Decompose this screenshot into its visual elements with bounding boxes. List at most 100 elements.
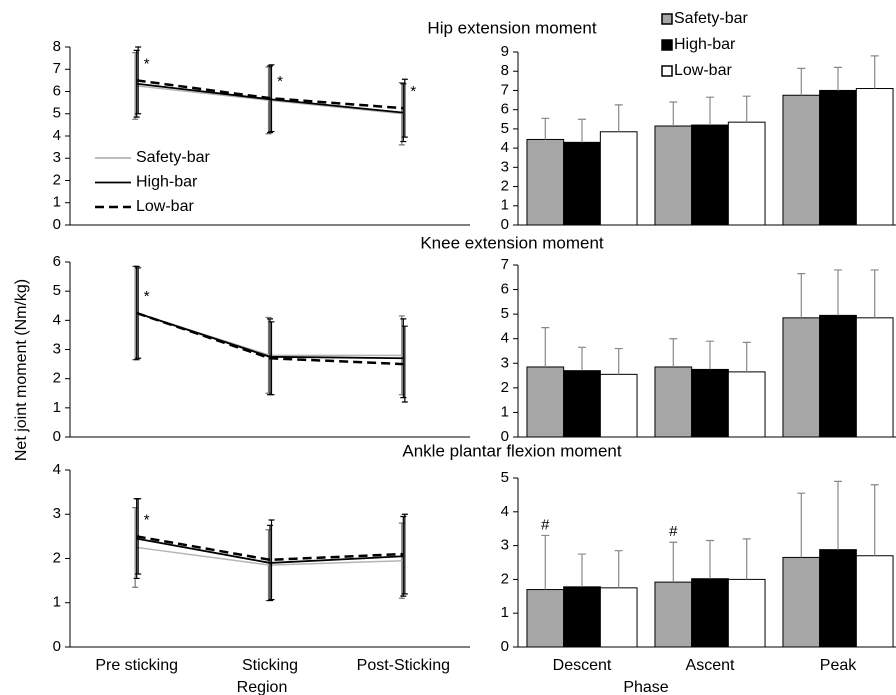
y-tick-label: 1 (53, 194, 61, 211)
y-tick-label: 8 (53, 38, 61, 55)
y-tick-label: 0 (53, 216, 61, 233)
legend-label: Safety-bar (136, 149, 210, 166)
error-bar (870, 484, 879, 556)
error-bar (401, 513, 408, 595)
y-tick-label: 3 (53, 505, 61, 522)
bar (563, 370, 601, 438)
y-tick-label: 4 (501, 503, 509, 520)
y-tick-label: 5 (501, 469, 509, 486)
y-axis-label: Net joint moment (Nm/kg) (13, 279, 30, 461)
error-bar (797, 273, 806, 318)
error-bar (268, 519, 275, 601)
x-tick-label: Peak (820, 657, 857, 674)
y-tick-label: 6 (501, 281, 509, 298)
bar (526, 138, 565, 226)
y-tick-label: 1 (501, 403, 509, 420)
x-tick-label: Post-Sticking (357, 657, 450, 674)
y-tick-label: 7 (501, 81, 509, 98)
error-bar (669, 338, 678, 367)
bar (855, 317, 894, 438)
annotation: * (144, 288, 150, 305)
error-bar (578, 346, 586, 371)
bar (599, 131, 638, 226)
legend-swatch (661, 65, 673, 77)
legend-label: Low-bar (674, 62, 732, 79)
series-line (136, 537, 404, 564)
y-tick-label: 1 (53, 594, 61, 611)
bar (819, 89, 857, 226)
y-tick-label: 6 (53, 82, 61, 99)
error-bar (541, 327, 550, 367)
error-bar (742, 341, 751, 372)
error-bar (797, 67, 806, 96)
y-tick-label: 1 (53, 399, 61, 416)
error-bar (706, 539, 714, 579)
x-axis-label: Phase (623, 679, 668, 695)
error-bar (742, 95, 751, 123)
error-bar (706, 340, 714, 370)
legend-swatch (661, 39, 673, 51)
error-bar (669, 541, 678, 583)
y-tick-label: 0 (53, 428, 61, 445)
bar (782, 94, 821, 226)
y-tick-label: 9 (501, 43, 509, 60)
y-tick-label: 4 (501, 139, 509, 156)
y-tick-label: 0 (501, 638, 509, 655)
y-tick-label: 3 (501, 354, 509, 371)
y-tick-label: 3 (501, 537, 509, 554)
chart-title: Hip extension moment (427, 18, 596, 37)
error-bar (541, 117, 550, 140)
y-tick-label: 0 (501, 216, 509, 233)
y-tick-label: 5 (53, 105, 61, 122)
y-tick-label: 2 (53, 171, 61, 188)
y-tick-label: 8 (501, 62, 509, 79)
y-tick-label: 5 (53, 282, 61, 299)
error-bar (614, 347, 623, 375)
series-line (136, 535, 404, 562)
error-bar (614, 104, 623, 132)
bar (855, 555, 894, 648)
error-bar (834, 269, 842, 316)
y-tick-label: 2 (501, 379, 509, 396)
bar (526, 366, 565, 438)
x-tick-label: Ascent (686, 657, 735, 674)
y-tick-label: 5 (501, 305, 509, 322)
annotation: * (144, 511, 150, 528)
legend-swatch (661, 13, 673, 25)
y-tick-label: 4 (501, 330, 509, 347)
bar (654, 125, 693, 226)
error-bar (797, 492, 806, 558)
annotation: # (669, 523, 678, 540)
series-line (136, 79, 404, 110)
y-tick-label: 3 (53, 340, 61, 357)
legend-label: Safety-bar (674, 10, 748, 27)
series-line (136, 311, 404, 366)
y-tick-label: 2 (53, 370, 61, 387)
y-tick-label: 2 (501, 178, 509, 195)
error-bar (614, 550, 623, 588)
bar (599, 587, 638, 648)
bar (563, 141, 601, 226)
y-tick-label: 2 (53, 549, 61, 566)
legend-label: High-bar (136, 174, 198, 191)
y-tick-label: 2 (501, 570, 509, 587)
bar (727, 371, 766, 438)
y-tick-label: 0 (501, 428, 509, 445)
bar (782, 556, 821, 648)
legend-label: Low-bar (136, 198, 194, 215)
chart-title: Knee extension moment (420, 233, 604, 252)
y-tick-label: 7 (501, 256, 509, 273)
bar (855, 88, 894, 226)
annotation: * (410, 83, 416, 100)
bar (727, 578, 766, 648)
error-bar (870, 269, 879, 318)
error-bar (834, 480, 842, 550)
x-tick-label: Pre sticking (95, 657, 178, 674)
y-tick-label: 4 (53, 461, 61, 478)
y-tick-label: 5 (501, 120, 509, 137)
bar (819, 549, 857, 648)
chart-title: Ankle plantar flexion moment (402, 441, 622, 460)
error-bar (541, 534, 550, 590)
bar (819, 314, 857, 438)
annotation: * (144, 55, 150, 72)
